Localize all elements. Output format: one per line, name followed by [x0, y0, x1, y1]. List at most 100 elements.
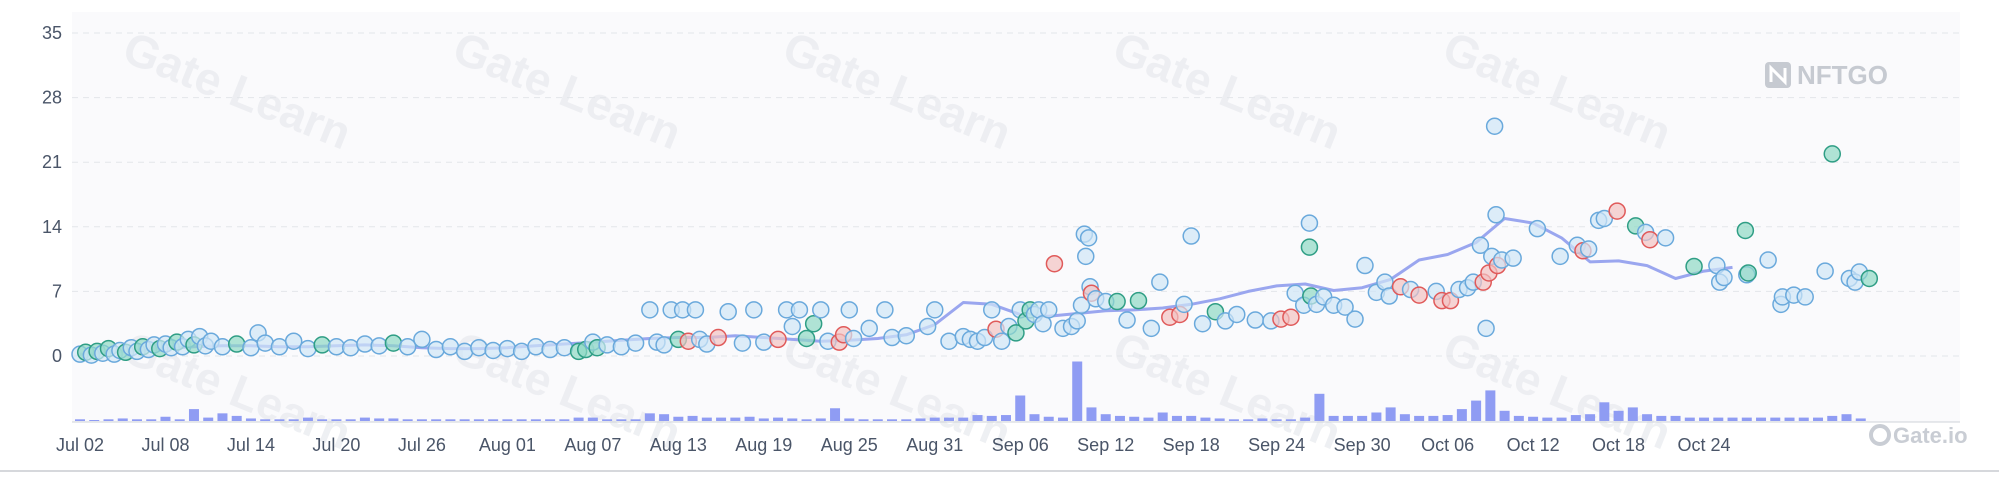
volume-bar: [545, 419, 556, 421]
volume-bar: [1798, 417, 1809, 421]
data-point: [812, 301, 830, 319]
volume-bar: [1642, 414, 1653, 421]
volume-bar: [701, 417, 712, 421]
volume-bar: [146, 419, 157, 421]
volume-bar: [1784, 417, 1795, 421]
volume-bar: [630, 419, 641, 421]
volume-bar: [1371, 412, 1382, 421]
y-tick-label: 21: [42, 152, 62, 172]
volume-bar: [302, 417, 313, 421]
data-point: [284, 332, 303, 350]
volume-bar: [1314, 393, 1325, 421]
volume-bar: [1656, 415, 1667, 421]
data-point: [1246, 311, 1265, 329]
volume-bar: [75, 419, 85, 421]
data-point: [1860, 269, 1879, 288]
volume-bar: [1813, 417, 1824, 421]
volume-bar: [1513, 415, 1524, 421]
data-point: [769, 330, 787, 349]
y-axis-ticks: 0 7 14 21 28 35: [42, 23, 62, 366]
x-tick-label: Sep 12: [1077, 435, 1134, 455]
gateio-logo: Gate.io: [1869, 423, 1968, 448]
data-point: [256, 334, 274, 352]
data-point: [745, 301, 763, 319]
data-point: [1129, 291, 1148, 310]
volume-bar: [716, 417, 727, 421]
volume-bar: [744, 416, 755, 421]
data-point: [1108, 292, 1126, 311]
volume-bar: [1485, 390, 1496, 421]
data-point: [1118, 311, 1136, 329]
data-point: [1175, 295, 1193, 314]
x-tick-label: Oct 24: [1678, 435, 1731, 455]
data-point: [918, 317, 937, 336]
data-point: [1228, 305, 1246, 324]
volume-bar: [616, 419, 627, 421]
volume-bar: [801, 419, 812, 421]
volume-bar: [958, 417, 969, 421]
data-point: [860, 319, 878, 338]
volume-bar: [1585, 414, 1596, 421]
volume-bar: [1414, 415, 1425, 421]
data-point: [992, 332, 1011, 350]
volume-bar: [331, 419, 342, 421]
volume-bar: [1385, 407, 1396, 421]
data-point: [840, 301, 859, 319]
volume-bar: [1727, 417, 1738, 421]
x-tick-label: Oct 06: [1421, 435, 1474, 455]
data-point: [1528, 219, 1547, 238]
volume-bar: [1072, 361, 1083, 421]
data-point: [876, 301, 894, 319]
volume-bar: [1428, 415, 1439, 421]
data-point: [612, 338, 631, 356]
data-point: [1739, 264, 1757, 282]
volume-bar: [431, 419, 442, 421]
data-point: [797, 329, 816, 348]
data-point: [1193, 314, 1212, 333]
volume-bar: [1186, 415, 1197, 421]
volume-bar: [1613, 410, 1624, 421]
volume-bar: [117, 418, 128, 421]
volume-bar: [416, 419, 427, 421]
volume-bar: [160, 416, 171, 421]
volume-bar: [1300, 417, 1311, 421]
x-tick-label: Oct 18: [1592, 435, 1645, 455]
volume-bar: [459, 419, 470, 421]
x-tick-label: Sep 18: [1163, 435, 1220, 455]
volume-bar: [1741, 417, 1752, 421]
volume-bar: [944, 417, 955, 421]
volume-bar: [1770, 417, 1781, 421]
data-point: [1736, 221, 1755, 240]
x-tick-label: Aug 07: [564, 435, 621, 455]
volume-bar: [1243, 419, 1254, 421]
data-point: [1182, 227, 1200, 245]
gateio-logo-icon: [1869, 424, 1891, 446]
volume-bar: [815, 418, 826, 421]
data-point: [1471, 236, 1490, 255]
data-point: [1282, 308, 1300, 326]
volume-bar: [1200, 417, 1211, 421]
volume-bar: [1528, 416, 1539, 421]
x-tick-label: Aug 19: [735, 435, 792, 455]
data-point: [398, 338, 417, 356]
volume-bar: [245, 418, 256, 421]
volume-bar: [231, 415, 242, 421]
volume-bar: [1456, 409, 1467, 421]
data-point: [1079, 229, 1098, 247]
data-point: [709, 328, 727, 347]
data-point: [1380, 287, 1398, 305]
volume-bar: [1271, 419, 1282, 421]
data-point: [1356, 256, 1374, 275]
data-point: [1504, 249, 1522, 267]
volume-bar: [1214, 418, 1225, 421]
x-tick-label: Sep 06: [992, 435, 1049, 455]
x-tick-label: Jul 26: [398, 435, 446, 455]
volume-bar: [1114, 415, 1125, 421]
y-tick-label: 28: [42, 88, 62, 108]
data-point: [844, 329, 863, 348]
x-tick-label: Jul 08: [141, 435, 189, 455]
volume-bar: [217, 413, 228, 421]
data-point: [1759, 251, 1777, 269]
y-tick-label: 14: [42, 217, 62, 237]
